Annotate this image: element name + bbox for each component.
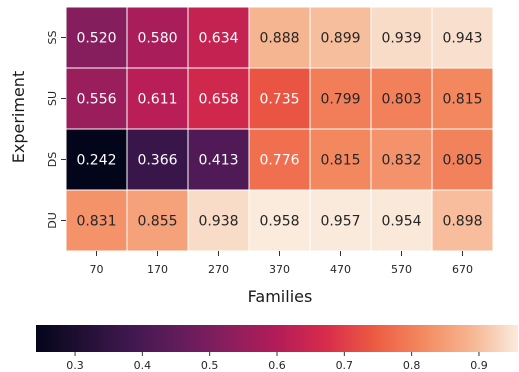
heatmap-cell (248, 128, 311, 191)
cell-value-label: 0.899 (320, 31, 360, 47)
cell-value-label: 0.957 (320, 214, 360, 230)
x-tick-label: 370 (269, 263, 290, 276)
cell-value-label: 0.815 (442, 92, 482, 108)
heatmap-cell (431, 128, 494, 191)
heatmap-cell (309, 128, 372, 191)
x-tick-label: 570 (391, 263, 412, 276)
colorbar-tick-label: 0.8 (403, 359, 421, 372)
cell-value-label: 0.556 (76, 92, 116, 108)
cell-value-label: 0.943 (442, 31, 482, 47)
cell-value-label: 0.898 (442, 214, 482, 230)
x-tick-label: 270 (208, 263, 229, 276)
heatmap-cell (370, 6, 433, 69)
heatmap-cell (65, 189, 128, 252)
y-axis-title: Experiment (9, 71, 28, 163)
heatmap-cell (370, 128, 433, 191)
cell-value-label: 0.242 (76, 153, 116, 169)
x-tick-label: 170 (147, 263, 168, 276)
heatmap-cell (370, 189, 433, 252)
y-tick-label: DS (46, 152, 59, 167)
cell-value-label: 0.735 (259, 92, 299, 108)
colorbar-tick-label: 0.5 (201, 359, 219, 372)
heatmap-cell (431, 189, 494, 252)
cell-value-label: 0.776 (259, 153, 299, 169)
cell-value-label: 0.366 (137, 153, 177, 169)
y-tick-label: SU (46, 91, 59, 106)
colorbar-gradient (36, 325, 518, 352)
colorbar: 0.3 0.4 0.5 0.6 0.7 0.8 0.9 (36, 325, 518, 372)
colorbar-tick-label: 0.9 (470, 359, 488, 372)
heatmap-cell (126, 189, 189, 252)
cell-value-label: 0.634 (198, 31, 238, 47)
y-tick-label: SS (46, 31, 59, 45)
cell-value-label: 0.413 (198, 153, 238, 169)
heatmap-cell (431, 67, 494, 130)
cell-value-label: 0.611 (137, 92, 177, 108)
cell-value-label: 0.658 (198, 92, 238, 108)
cell-value-label: 0.938 (198, 214, 238, 230)
x-tick-label: 70 (90, 263, 104, 276)
y-axis: SS SU DS DU (46, 31, 66, 229)
heatmap-cell (65, 6, 128, 69)
cell-value-label: 0.831 (76, 214, 116, 230)
cell-value-label: 0.855 (137, 214, 177, 230)
heatmap-cell (309, 67, 372, 130)
cell-value-label: 0.799 (320, 92, 360, 108)
heatmap-cell (187, 67, 250, 130)
y-tick-label: DU (46, 212, 59, 229)
cell-value-label: 0.815 (320, 153, 360, 169)
cell-value-label: 0.805 (442, 153, 482, 169)
x-tick-label: 670 (452, 263, 473, 276)
colorbar-tick-label: 0.7 (336, 359, 354, 372)
heatmap-cell (248, 189, 311, 252)
colorbar-tick-label: 0.3 (66, 359, 84, 372)
cell-value-label: 0.580 (137, 31, 177, 47)
heatmap-cells (65, 6, 494, 252)
cell-value-label: 0.888 (259, 31, 299, 47)
heatmap-cell-labels: 0.520 0.580 0.634 0.888 0.899 0.939 0.943 0.556… (76, 31, 482, 230)
x-axis: 70 170 270 370 470 570 670 (90, 251, 473, 276)
cell-value-label: 0.939 (381, 31, 421, 47)
heatmap-cell (126, 128, 189, 191)
heatmap-cell (187, 6, 250, 69)
cell-value-label: 0.958 (259, 214, 299, 230)
x-tick-label: 470 (330, 263, 351, 276)
cell-value-label: 0.954 (381, 214, 421, 230)
cell-value-label: 0.803 (381, 92, 421, 108)
x-axis-title: Families (248, 287, 313, 306)
heatmap-cell (126, 6, 189, 69)
colorbar-tick-label: 0.6 (268, 359, 286, 372)
cell-value-label: 0.520 (76, 31, 116, 47)
cell-value-label: 0.832 (381, 153, 421, 169)
colorbar-tick-label: 0.4 (134, 359, 152, 372)
heatmap-cell (187, 128, 250, 191)
